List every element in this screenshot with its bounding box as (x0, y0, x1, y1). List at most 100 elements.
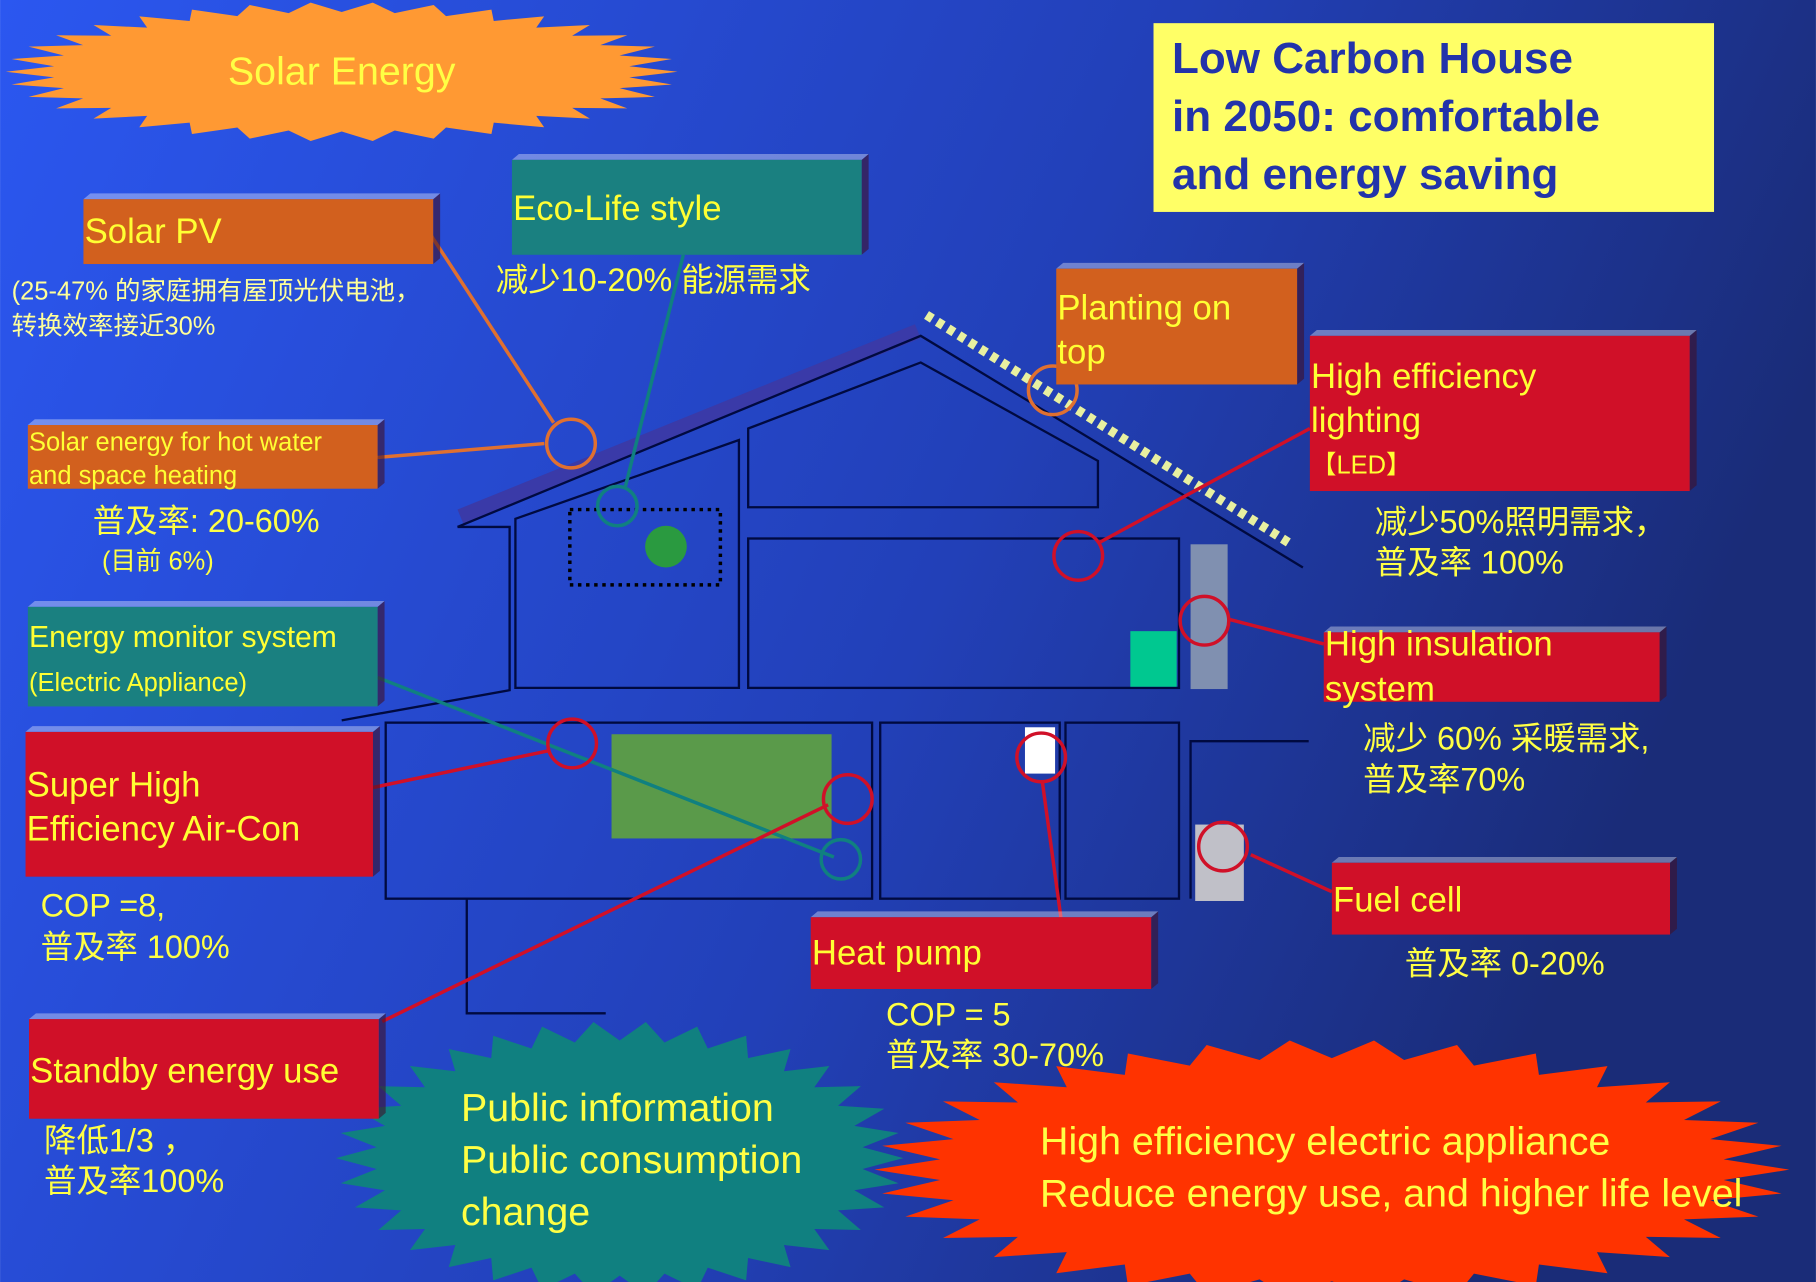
pointer (1099, 426, 1311, 544)
box-label: system (1325, 671, 1435, 709)
burst-text: Public information (461, 1086, 774, 1130)
box-top (1056, 262, 1305, 269)
pointer (1250, 853, 1333, 894)
title-line: and energy saving (1172, 150, 1558, 199)
box-label: High insulation (1325, 625, 1553, 663)
pointer (376, 675, 835, 859)
box-side (1151, 911, 1159, 990)
box-note: 降低1/3 ， (44, 1123, 195, 1159)
attic-room (747, 361, 1100, 509)
roof-plants (924, 311, 1294, 549)
box-side (861, 154, 869, 255)
box-label: High efficiency (1311, 358, 1537, 396)
box-note: 减少10-20% 能源需求 (496, 262, 811, 298)
marker (1015, 731, 1068, 784)
title-box (1153, 23, 1715, 212)
box-top (810, 911, 1159, 918)
roof (457, 334, 1304, 569)
pointer (1040, 781, 1063, 918)
box (511, 159, 862, 255)
box-note: (25-47% 的家庭拥有屋顶光伏电池， (12, 278, 421, 306)
solar-panel (457, 324, 921, 524)
box-side (1689, 330, 1697, 492)
box-side (1659, 626, 1667, 702)
title-line: Low Carbon House (1172, 34, 1573, 83)
box-top (511, 154, 869, 160)
pipe (465, 898, 606, 1015)
box (1056, 268, 1298, 385)
box-side (372, 726, 380, 877)
box-label: Fuel cell (1333, 881, 1462, 919)
box-note: (目前 6%) (102, 548, 214, 576)
marker (595, 484, 639, 528)
pointer (372, 748, 551, 790)
box-side (377, 419, 385, 489)
insulation-wall (1190, 544, 1228, 690)
box (27, 425, 378, 489)
marker (1052, 529, 1105, 582)
box-label: Heat pump (812, 935, 982, 973)
pointer (1229, 617, 1325, 646)
burst (874, 1040, 1790, 1282)
box-top (83, 193, 441, 200)
box-top (1323, 626, 1667, 633)
burst-text: Reduce energy use, and higher life level (1040, 1172, 1742, 1216)
attic-left (514, 438, 741, 690)
box (83, 199, 434, 265)
box-note: 普及率70% (1363, 761, 1525, 797)
box-note: 普及率100% (44, 1163, 224, 1199)
box-side (1297, 262, 1305, 385)
labels: Low Carbon House in 2050: comfortable and … (5, 2, 1790, 1282)
box-note: 普及率 100% (1375, 545, 1564, 581)
burst-text: change (461, 1190, 590, 1234)
box (25, 731, 373, 877)
marker (546, 717, 599, 770)
box-label: Standby energy use (30, 1053, 339, 1091)
box-label: Planting on (1057, 290, 1231, 328)
box-note: COP =8, (41, 888, 166, 924)
box-note: 普及率 30-70% (886, 1037, 1104, 1073)
box-side (433, 193, 441, 265)
box-label: top (1057, 334, 1105, 372)
marker (819, 837, 863, 881)
window (611, 734, 832, 839)
box (1323, 632, 1660, 702)
burst-text: Public consumption (461, 1138, 802, 1182)
pointer (381, 803, 829, 1023)
box (29, 1019, 379, 1119)
box (1331, 862, 1671, 935)
box-top (25, 726, 380, 732)
box-side (1670, 856, 1677, 935)
box (1309, 335, 1690, 492)
marker (1026, 364, 1079, 417)
box-top (1309, 330, 1697, 336)
box-note: COP = 5 (886, 996, 1011, 1032)
marker (544, 417, 598, 470)
burst (335, 1022, 904, 1282)
cabinet (1130, 631, 1177, 687)
box-note: 减少50%照明需求， (1375, 504, 1667, 540)
bathroom (879, 721, 1061, 900)
box-note: 减少 60% 采暖需求, (1363, 721, 1649, 757)
box-note: 普及率 0-20% (1405, 945, 1605, 981)
box-label: and space heating (29, 462, 237, 490)
box-label: Solar PV (85, 213, 223, 251)
marker (821, 773, 874, 826)
box-label: lighting (1311, 402, 1421, 440)
living-room (384, 721, 874, 900)
box-label: 【LED】 (1311, 451, 1411, 479)
box-note: 普及率: 20-60% (93, 503, 320, 539)
box-label: Efficiency Air-Con (27, 811, 300, 849)
burst-text: Solar Energy (228, 50, 456, 94)
thought-bubble (568, 507, 723, 587)
pointers (372, 230, 1333, 1023)
pointer (427, 230, 556, 424)
wall (1189, 740, 1309, 899)
utility-room (1064, 721, 1181, 900)
burst-text: High efficiency electric appliance (1040, 1120, 1610, 1164)
box-note: 转换效率接近30% (12, 312, 216, 340)
roof-edge (341, 525, 511, 722)
pointer (377, 441, 545, 460)
